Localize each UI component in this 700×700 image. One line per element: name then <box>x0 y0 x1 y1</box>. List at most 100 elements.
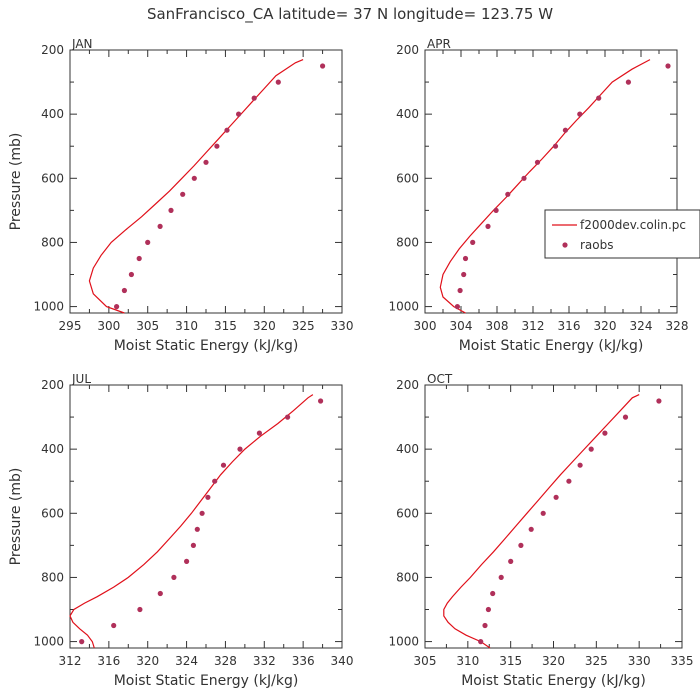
y-tick-label: 800 <box>396 570 419 584</box>
raobs-point <box>461 271 467 278</box>
raobs-point <box>470 239 476 245</box>
raobs-point <box>625 79 632 85</box>
raobs-point <box>485 223 491 229</box>
raobs-point <box>534 159 541 165</box>
raobs-point <box>454 304 460 310</box>
legend-entry-model: f2000dev.colin.pc <box>580 218 686 232</box>
panel-oct: OCT 305 310 315 320 325 330 335 200 400 600 800 1000… <box>388 372 693 689</box>
raobs-point <box>505 191 511 197</box>
raobs-point <box>224 127 230 133</box>
model-series-line <box>69 394 314 649</box>
panel-frame <box>424 384 683 649</box>
y-tick-label: 200 <box>41 43 64 57</box>
raobs-point <box>498 574 504 581</box>
raobs-point <box>191 175 197 181</box>
x-tick-label: 316 <box>97 654 120 668</box>
raobs-point <box>493 207 499 213</box>
legend-entry-raobs: raobs <box>580 238 614 252</box>
raobs-point <box>180 191 186 197</box>
y-tick-label: 800 <box>396 235 419 249</box>
raobs-point <box>168 207 174 213</box>
x-tick-label: 300 <box>414 319 437 333</box>
x-tick-label: 320 <box>542 654 565 668</box>
x-tick-label: 330 <box>628 654 651 668</box>
panel-label: OCT <box>427 372 453 386</box>
raobs-point <box>121 287 127 294</box>
raobs-point <box>136 255 142 262</box>
panel-label: JAN <box>71 37 93 51</box>
raobs-point <box>577 111 583 117</box>
y-tick-label: 600 <box>396 171 419 185</box>
x-tick-label: 320 <box>594 319 617 333</box>
x-tick-label: 310 <box>456 654 479 668</box>
raobs-point <box>521 175 527 181</box>
raobs-point <box>588 446 594 452</box>
x-tick-label: 328 <box>666 319 689 333</box>
raobs-point <box>128 271 134 278</box>
raobs-point <box>203 159 209 165</box>
raobs-point <box>214 143 220 149</box>
raobs-point <box>220 462 227 468</box>
x-tick-label: 335 <box>671 654 694 668</box>
x-tick-label: 305 <box>414 654 437 668</box>
raobs-point <box>482 622 488 629</box>
legend: f2000dev.colin.pc raobs <box>544 209 700 259</box>
y-tick-label: 400 <box>396 107 419 121</box>
raobs-point <box>602 430 608 436</box>
raobs-point <box>285 414 291 420</box>
x-tick-label: 320 <box>253 319 276 333</box>
raobs-point <box>528 526 534 532</box>
raobs-point <box>194 526 200 532</box>
raobs-point <box>237 446 243 452</box>
raobs-point <box>462 255 469 262</box>
raobs-point <box>665 63 671 69</box>
raobs-point <box>184 558 190 565</box>
raobs-point <box>320 63 326 69</box>
raobs-point <box>275 79 281 85</box>
y-tick-label: 400 <box>41 442 64 456</box>
raobs-point <box>145 239 151 245</box>
y-tick-label: 1000 <box>33 300 64 314</box>
raobs-point <box>190 542 196 549</box>
raobs-point <box>137 606 143 613</box>
panel-frame <box>69 384 343 649</box>
y-tick-label: 600 <box>41 171 64 185</box>
legend-box <box>544 209 700 259</box>
x-tick-label: 312 <box>59 654 82 668</box>
panel-frame <box>69 49 343 314</box>
model-series-line <box>88 59 304 314</box>
panel-label: JUL <box>71 372 91 386</box>
x-tick-label: 324 <box>630 319 653 333</box>
y-tick-label: 600 <box>41 506 64 520</box>
model-series-line <box>439 59 651 314</box>
raobs-point <box>157 590 163 597</box>
raobs-point <box>199 510 205 516</box>
raobs-point <box>553 494 559 500</box>
y-tick-label: 1000 <box>388 300 419 314</box>
raobs-point <box>562 127 569 133</box>
raobs-point <box>577 462 583 468</box>
raobs-point <box>518 542 524 549</box>
raobs-point <box>485 606 491 613</box>
x-tick-label: 316 <box>558 319 581 333</box>
raobs-point <box>552 143 559 149</box>
x-tick-label: 300 <box>97 319 120 333</box>
y-tick-label: 800 <box>41 570 64 584</box>
y-tick-label: 200 <box>396 43 419 57</box>
raobs-point <box>318 398 324 404</box>
x-tick-label: 315 <box>214 319 237 333</box>
y-tick-label: 600 <box>396 506 419 520</box>
raobs-point <box>508 558 514 565</box>
raobs-point <box>114 304 120 310</box>
raobs-point <box>111 622 117 629</box>
x-tick-label: 310 <box>175 319 198 333</box>
panel-label: APR <box>427 37 451 51</box>
raobs-point <box>236 111 242 117</box>
x-axis-label: Moist Static Energy (kJ/kg) <box>114 338 299 354</box>
x-tick-label: 320 <box>136 654 159 668</box>
raobs-point <box>157 223 163 229</box>
raobs-point <box>478 639 484 645</box>
panels-group: JAN 295 300 305 310 315 320 325 330 200 400 600 800 1… <box>8 37 693 689</box>
x-tick-label: 325 <box>292 319 315 333</box>
